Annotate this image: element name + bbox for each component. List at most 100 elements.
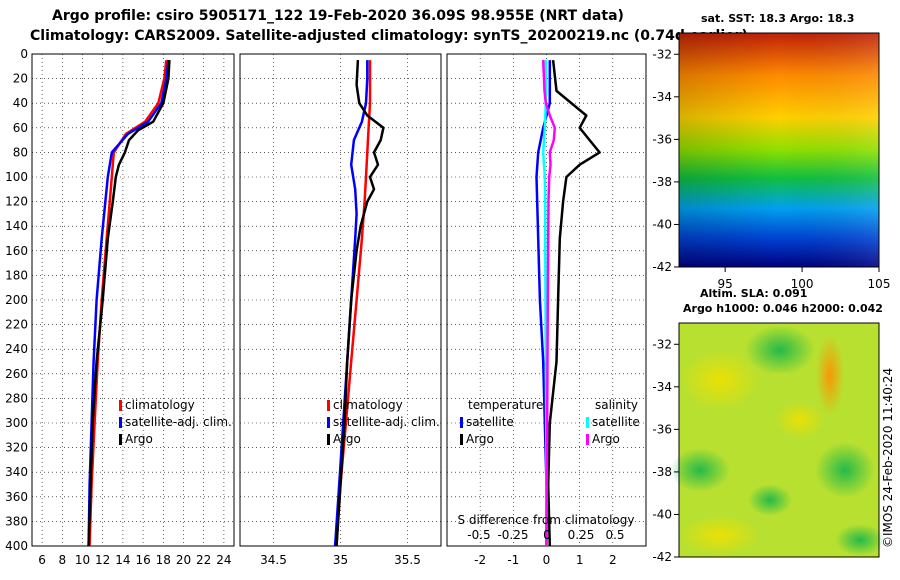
map-x-tick-label: 95 bbox=[718, 277, 733, 291]
x-tick-label: 14 bbox=[115, 553, 130, 567]
difference-panel: -2 -1 0 1 2 temperature satellite Argo salinity s… bbox=[446, 53, 647, 567]
x-tick-label: 6 bbox=[38, 553, 46, 567]
x-top-tick-label: -0.25 bbox=[497, 528, 528, 542]
legend-label: satellite-adj. clim. bbox=[125, 415, 232, 429]
legend-swatch bbox=[460, 417, 463, 428]
title-line2: Climatology: CARS2009. Satellite-adjuste… bbox=[30, 28, 748, 44]
legend-label: Argo bbox=[125, 432, 153, 446]
y-tick-label: 20 bbox=[13, 72, 28, 86]
y-tick-label: 240 bbox=[5, 342, 28, 356]
series-argo bbox=[335, 60, 385, 547]
y-tick-label: 0 bbox=[20, 47, 28, 61]
map-y-tick-label: -42 bbox=[652, 550, 672, 564]
map-y-tick-label: -32 bbox=[652, 47, 672, 61]
legend-swatch bbox=[119, 400, 122, 411]
legend-temperature-title: temperature bbox=[468, 398, 543, 412]
x-tick-label: 18 bbox=[156, 553, 171, 567]
series-climatology bbox=[335, 60, 372, 547]
y-tick-label: 380 bbox=[5, 514, 28, 528]
series-temperature-argo bbox=[546, 59, 601, 547]
sla-map-title-line2: Argo h1000: 0.046 h2000: 0.042 bbox=[683, 302, 883, 315]
credit-text: ©IMOS 24-Feb-2020 11:40:24 bbox=[881, 368, 895, 548]
y-tick-label: 400 bbox=[5, 539, 28, 553]
sst-map-x-axis: 95 100 105 bbox=[718, 267, 891, 291]
legend-label: Argo bbox=[333, 432, 361, 446]
sst-map-title: sat. SST: 18.3 Argo: 18.3 bbox=[701, 12, 854, 25]
y-tick-label: 180 bbox=[5, 268, 28, 282]
x-tick-label: 10 bbox=[75, 553, 90, 567]
legend-swatch bbox=[586, 434, 589, 445]
x-tick-label: 34.5 bbox=[260, 553, 287, 567]
legend-label: satellite bbox=[592, 415, 640, 429]
y-tick-label: 100 bbox=[5, 170, 28, 184]
y-tick-label: 360 bbox=[5, 490, 28, 504]
x-tick-label: 8 bbox=[58, 553, 66, 567]
legend-swatch bbox=[327, 417, 330, 428]
legend-label: climatology bbox=[333, 398, 403, 412]
legend-label: satellite bbox=[466, 415, 514, 429]
map-y-tick-label: -42 bbox=[652, 260, 672, 274]
x-tick-label: 35 bbox=[333, 553, 348, 567]
y-tick-label: 140 bbox=[5, 219, 28, 233]
map-y-tick-label: -40 bbox=[652, 507, 672, 521]
sla-map: Altim. SLA: 0.091 Argo h1000: 0.046 h200… bbox=[652, 287, 885, 564]
map-y-tick-label: -34 bbox=[652, 90, 672, 104]
y-tick-label: 40 bbox=[13, 96, 28, 110]
y-tick-label: 200 bbox=[5, 293, 28, 307]
y-tick-label: 260 bbox=[5, 367, 28, 381]
x-tick-label: 2 bbox=[609, 553, 617, 567]
y-tick-label: 320 bbox=[5, 441, 28, 455]
sla-map-title-line1: Altim. SLA: 0.091 bbox=[700, 287, 807, 300]
series-climatology bbox=[88, 59, 168, 547]
legend-swatch bbox=[327, 400, 330, 411]
legend-swatch bbox=[119, 434, 122, 445]
legend-label: satellite-adj. clim. bbox=[333, 415, 440, 429]
legend-swatch bbox=[119, 417, 122, 428]
sla-map-y-axis: -32 -34 -36 -38 -40 -42 bbox=[652, 337, 679, 564]
y-tick-label: 60 bbox=[13, 121, 28, 135]
legend-salinity-title: salinity bbox=[595, 398, 638, 412]
x-tick-label: 35.5 bbox=[394, 553, 421, 567]
x-tick-label: 16 bbox=[135, 553, 150, 567]
title-line1: Argo profile: csiro 5905171_122 19-Feb-2… bbox=[52, 8, 624, 24]
y-tick-label: 160 bbox=[5, 244, 28, 258]
y-tick-label: 220 bbox=[5, 318, 28, 332]
map-y-tick-label: -36 bbox=[652, 132, 672, 146]
x-tick-label: 1 bbox=[576, 553, 584, 567]
x-top-tick-label: 0 bbox=[543, 528, 551, 542]
x-tick-label: 22 bbox=[196, 553, 211, 567]
map-y-tick-label: -36 bbox=[652, 422, 672, 436]
x-tick-label: 0 bbox=[543, 553, 551, 567]
y-tick-label: 120 bbox=[5, 195, 28, 209]
y-tick-label: 340 bbox=[5, 465, 28, 479]
y-tick-label: 300 bbox=[5, 416, 28, 430]
x-tick-label: 20 bbox=[176, 553, 191, 567]
x-top-tick-label: -0.5 bbox=[467, 528, 490, 542]
map-y-tick-label: -32 bbox=[652, 337, 672, 351]
map-y-tick-label: -38 bbox=[652, 175, 672, 189]
legend-swatch bbox=[327, 434, 330, 445]
series-salinity-argo bbox=[541, 60, 557, 547]
difference-xlabel: S difference from climatology bbox=[458, 513, 635, 527]
x-tick-label: -2 bbox=[474, 553, 486, 567]
map-y-tick-label: -34 bbox=[652, 380, 672, 394]
sst-map: sat. SST: 18.3 Argo: 18.3 -32 -34 -36 -38 -4… bbox=[652, 12, 890, 291]
x-tick-label: 12 bbox=[95, 553, 110, 567]
y-tick-label: 80 bbox=[13, 145, 28, 159]
legend-swatch bbox=[586, 417, 589, 428]
map-x-tick-label: 100 bbox=[791, 277, 814, 291]
map-x-tick-label: 105 bbox=[868, 277, 891, 291]
map-y-tick-label: -40 bbox=[652, 217, 672, 231]
y-tick-label: 280 bbox=[5, 391, 28, 405]
legend-label: Argo bbox=[466, 432, 494, 446]
map-y-tick-label: -38 bbox=[652, 465, 672, 479]
legend-label: Argo bbox=[592, 432, 620, 446]
salinity-panel: 34.5 35 35.5 climatology satellite-adj. clim… bbox=[239, 53, 442, 567]
legend-label: climatology bbox=[125, 398, 195, 412]
sst-map-y-axis: -32 -34 -36 -38 -40 -42 bbox=[652, 47, 679, 274]
x-top-tick-label: 0.5 bbox=[605, 528, 624, 542]
series-argo bbox=[87, 60, 171, 547]
legend-swatch bbox=[460, 434, 463, 445]
temperature-panel: 6 8 10 12 14 16 18 20 22 240 20 40 60 80 100 120 140 160 1… bbox=[5, 47, 235, 567]
